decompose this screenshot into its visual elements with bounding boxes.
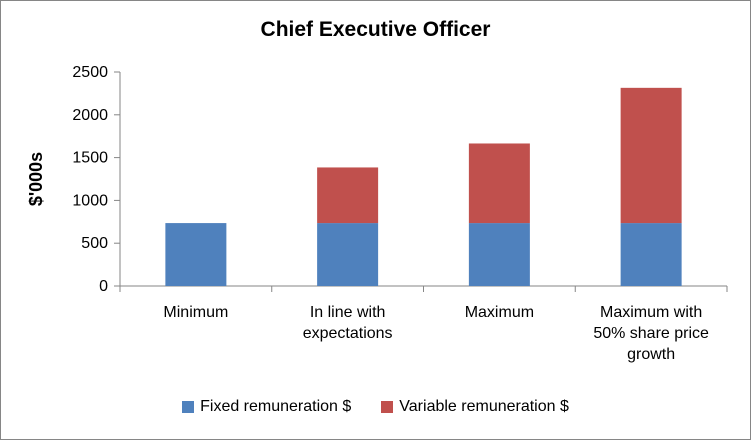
x-category-label-line: Maximum with [600,304,702,321]
legend-label-fixed: Fixed remuneration $ [200,398,352,415]
legend-swatch-fixed [182,401,195,413]
legend: Fixed remuneration $ Variable remunerati… [0,398,751,416]
bar-variable [468,143,530,224]
y-tick-label: 2000 [72,107,108,124]
y-tick-label: 1500 [72,150,108,167]
bar-fixed [317,223,379,286]
bar-fixed [165,223,227,286]
bar-variable [620,87,682,224]
bar-fixed [620,223,682,286]
bar-fixed [468,223,530,286]
legend-swatch-variable [381,401,394,413]
y-tick-label: 500 [81,235,108,252]
y-tick-label: 0 [99,278,108,295]
x-category-label-line: Minimum [163,304,228,321]
legend-label-variable: Variable remuneration $ [399,398,569,415]
x-category-label: In line with expectations [303,304,393,342]
x-category-label: Minimum [163,304,228,321]
x-category-label-line: In line with [310,304,386,321]
y-tick-label: 1000 [72,192,108,209]
y-tick-label: 2500 [72,64,108,81]
x-category-label-line: growth [627,346,675,363]
y-axis-title: $'000s [26,152,46,206]
legend-item-fixed: Fixed remuneration $ [182,398,351,416]
x-category-label: Maximum [465,304,534,321]
x-category-label-line: 50% share price [593,325,709,342]
legend-item-variable: Variable remuneration $ [381,398,569,416]
x-category-label-line: expectations [303,325,393,342]
chart-title: Chief Executive Officer [260,18,491,41]
x-category-label-line: Maximum [465,304,534,321]
bar-variable [317,167,379,224]
x-category-label: Maximum with 50% share price growth [593,304,709,363]
